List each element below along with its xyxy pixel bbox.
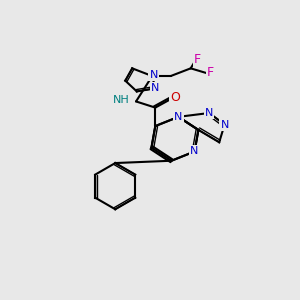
Text: N: N	[150, 70, 158, 80]
Text: N: N	[151, 83, 160, 93]
Text: NH: NH	[113, 95, 130, 105]
Text: F: F	[207, 67, 214, 80]
Text: N: N	[174, 112, 183, 122]
Text: O: O	[170, 91, 180, 104]
Text: N: N	[220, 119, 229, 130]
Text: F: F	[194, 52, 201, 66]
Text: N: N	[190, 146, 199, 157]
Text: N: N	[205, 108, 213, 118]
